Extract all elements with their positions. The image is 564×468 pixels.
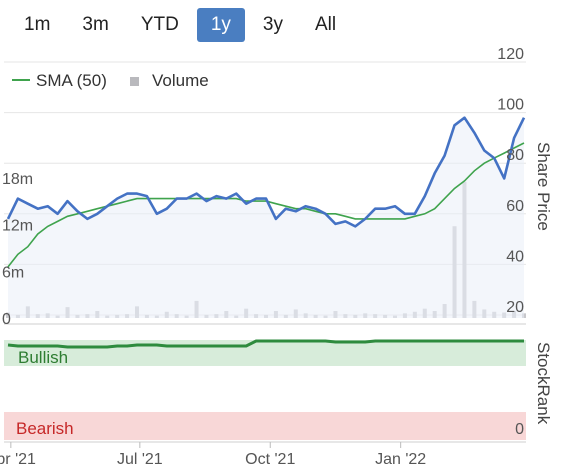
range-button-3y[interactable]: 3y [262, 14, 283, 35]
stockrank-line [7, 339, 524, 349]
price-tick-label: 60 [506, 198, 524, 215]
bullish-label: Bullish [18, 348, 68, 367]
range-selector: 1m 3m YTD 1y 3y All [10, 8, 350, 42]
price-tick-label: 40 [506, 248, 524, 265]
stockrank-axis-title: StockRank [534, 342, 553, 425]
range-button-ytd[interactable]: YTD [140, 14, 179, 35]
price-tick-label: 80 [506, 147, 524, 164]
price-tick-label: 120 [497, 46, 524, 63]
legend-sma-label: SMA (50) [36, 71, 107, 90]
legend-volume-label: Volume [152, 71, 209, 90]
axis-ticks: 120 100 80 60 40 20 18m 12m 6m 0 0 Apr '21 Jul '21 Oc… [0, 46, 524, 468]
x-tick-label: Oct '21 [245, 451, 295, 468]
volume-tick-label: 18m [2, 171, 33, 188]
volume-tick-label: 6m [2, 264, 24, 281]
range-button-all[interactable]: All [314, 14, 337, 35]
bullish-band [4, 340, 526, 366]
price-line [6, 116, 526, 228]
volume-tick-label: 0 [2, 311, 11, 328]
range-button-1y[interactable]: 1y [196, 8, 245, 42]
volume-tick-label: 12m [2, 218, 33, 235]
price-axis-title: Share Price [534, 142, 553, 231]
stockrank-bands: Bullish Bearish [4, 340, 526, 440]
range-button-1m[interactable]: 1m [24, 14, 51, 35]
legend-volume-marker [130, 77, 139, 86]
legend: SMA (50) Volume [12, 71, 209, 90]
price-tick-label: 20 [506, 299, 524, 316]
x-tick-label: Apr '21 [0, 451, 36, 468]
x-tick-label: Jan '22 [375, 451, 426, 468]
range-button-3m[interactable]: 3m [82, 14, 109, 35]
series-lines [6, 116, 526, 349]
bearish-band [4, 412, 526, 440]
price-area-fill [8, 117, 524, 318]
stockrank-tick-label: 0 [515, 421, 524, 438]
x-tick-label: Jul '21 [117, 451, 163, 468]
price-tick-label: 100 [497, 97, 524, 114]
bearish-label: Bearish [16, 419, 74, 438]
